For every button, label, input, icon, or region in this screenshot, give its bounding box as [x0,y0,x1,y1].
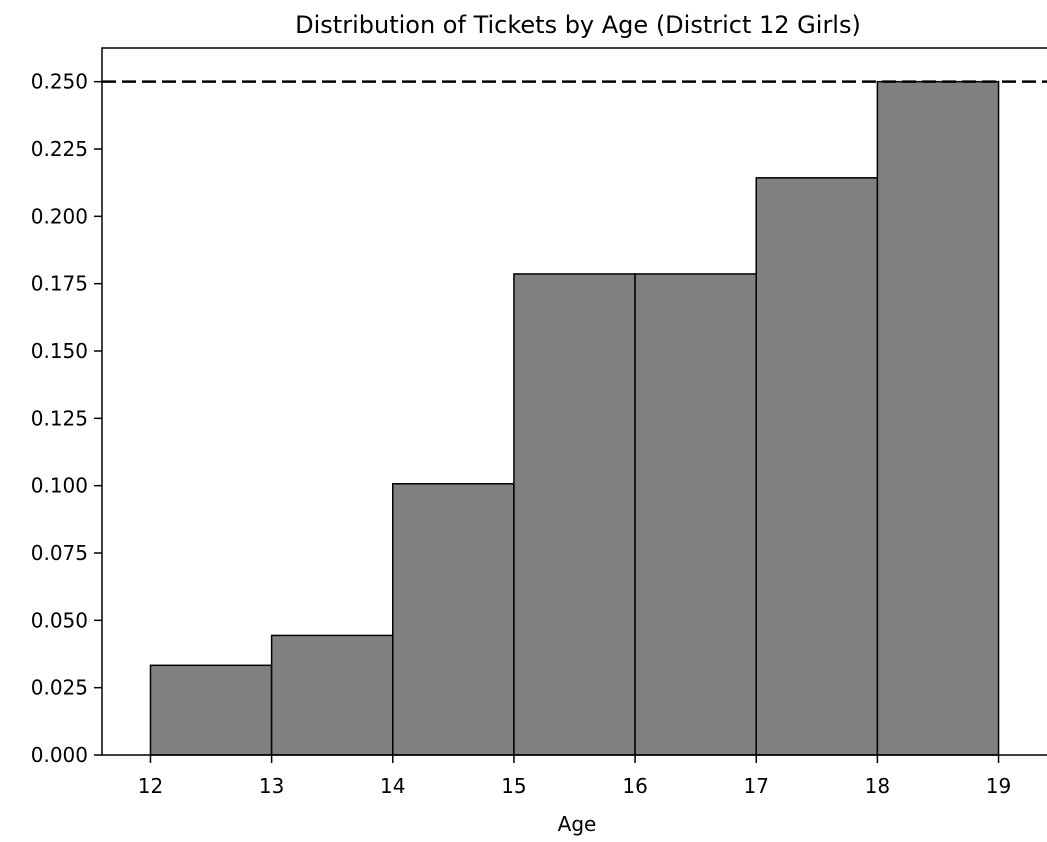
x-axis-label: Age [558,812,597,836]
histogram-bar [876,80,1000,756]
bars-group [149,80,1000,756]
x-tick-label: 19 [986,774,1011,798]
x-tick-label: 13 [259,774,284,798]
histogram-bar [513,273,636,756]
x-tick-label: 18 [865,774,890,798]
y-tick-label: 0.050 [31,608,88,632]
y-tick-label: 0.250 [31,70,88,94]
y-tick-label: 0.150 [31,339,88,363]
y-tick-label: 0.200 [31,204,88,228]
histogram-bar [755,177,879,756]
x-axis-ticks: 12 13 14 15 16 17 18 19 [138,755,1011,798]
y-tick-label: 0.000 [31,743,88,767]
histogram-bar [149,664,273,756]
x-tick-label: 15 [501,774,526,798]
y-tick-label: 0.225 [31,137,88,161]
y-tick-label: 0.025 [31,676,88,700]
plot-area-frame [101,47,1047,756]
y-tick-label: 0.175 [31,272,88,296]
y-tick-label: 0.075 [31,541,88,565]
x-tick-label: 14 [380,774,405,798]
y-tick-label: 0.125 [31,406,88,430]
x-tick-label: 16 [622,774,647,798]
x-tick-label: 12 [138,774,163,798]
histogram-bar [634,273,757,756]
histogram-bar [392,483,515,756]
histogram-bar [270,634,394,756]
chart-title: Distribution of Tickets by Age (District… [295,11,861,39]
y-tick-label: 0.100 [31,474,88,498]
y-axis-ticks: 0.000 0.025 0.050 0.075 0.100 0.125 0.150 0.175… [31,70,102,767]
x-tick-label: 17 [744,774,769,798]
